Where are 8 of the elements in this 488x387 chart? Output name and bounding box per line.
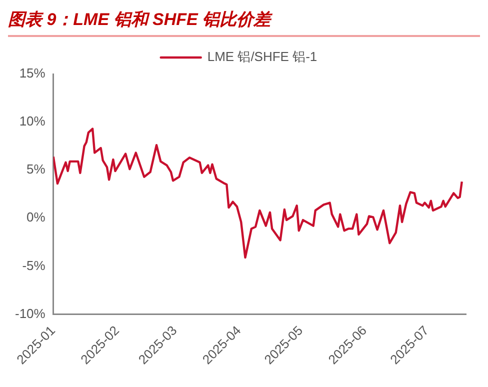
- chart-title: 图表 9：LME 铝和 SHFE 铝比价差: [8, 8, 480, 37]
- y-tick-label: 15%: [19, 66, 46, 81]
- y-tick-label: -5%: [22, 258, 46, 273]
- y-tick-label: -10%: [14, 306, 46, 321]
- y-tick-label: 0%: [26, 210, 46, 225]
- y-tick-label: 10%: [19, 114, 46, 129]
- legend-label: LME 铝/SHFE 铝-1: [207, 49, 318, 64]
- y-tick-label: 5%: [26, 162, 46, 177]
